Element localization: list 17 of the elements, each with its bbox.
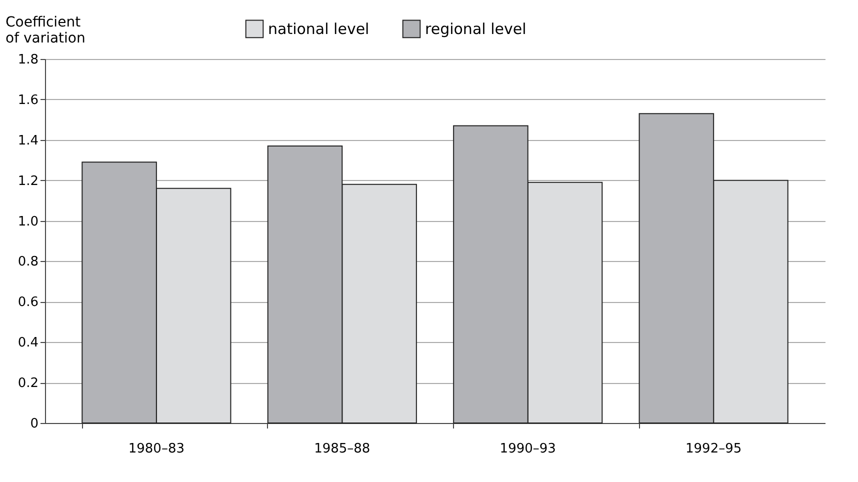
y-tick-label: 1.4: [18, 133, 38, 148]
y-tick-label: 1.2: [18, 174, 38, 189]
x-tick-label: 1992–95: [686, 442, 742, 456]
x-tick-label: 1985–88: [314, 442, 370, 456]
y-tick-label: 0.4: [18, 336, 38, 351]
y-tick-label: 1.8: [18, 52, 38, 68]
legend-label: regional level: [425, 20, 526, 38]
y-tick-label: 1.6: [18, 92, 38, 108]
y-tick-label: 0.2: [18, 376, 38, 392]
x-tick-label: 1980–83: [128, 442, 184, 456]
y-tick-label: 0: [30, 416, 38, 432]
y-axis-title: Coefficient of variation: [6, 14, 86, 46]
y-tick-label: 0.6: [18, 295, 38, 310]
y-tick-label: 1.0: [18, 214, 38, 230]
legend-label: national level: [268, 20, 370, 38]
y-tick-label: 0.8: [18, 254, 38, 270]
x-tick-label: 1990–93: [500, 442, 556, 456]
